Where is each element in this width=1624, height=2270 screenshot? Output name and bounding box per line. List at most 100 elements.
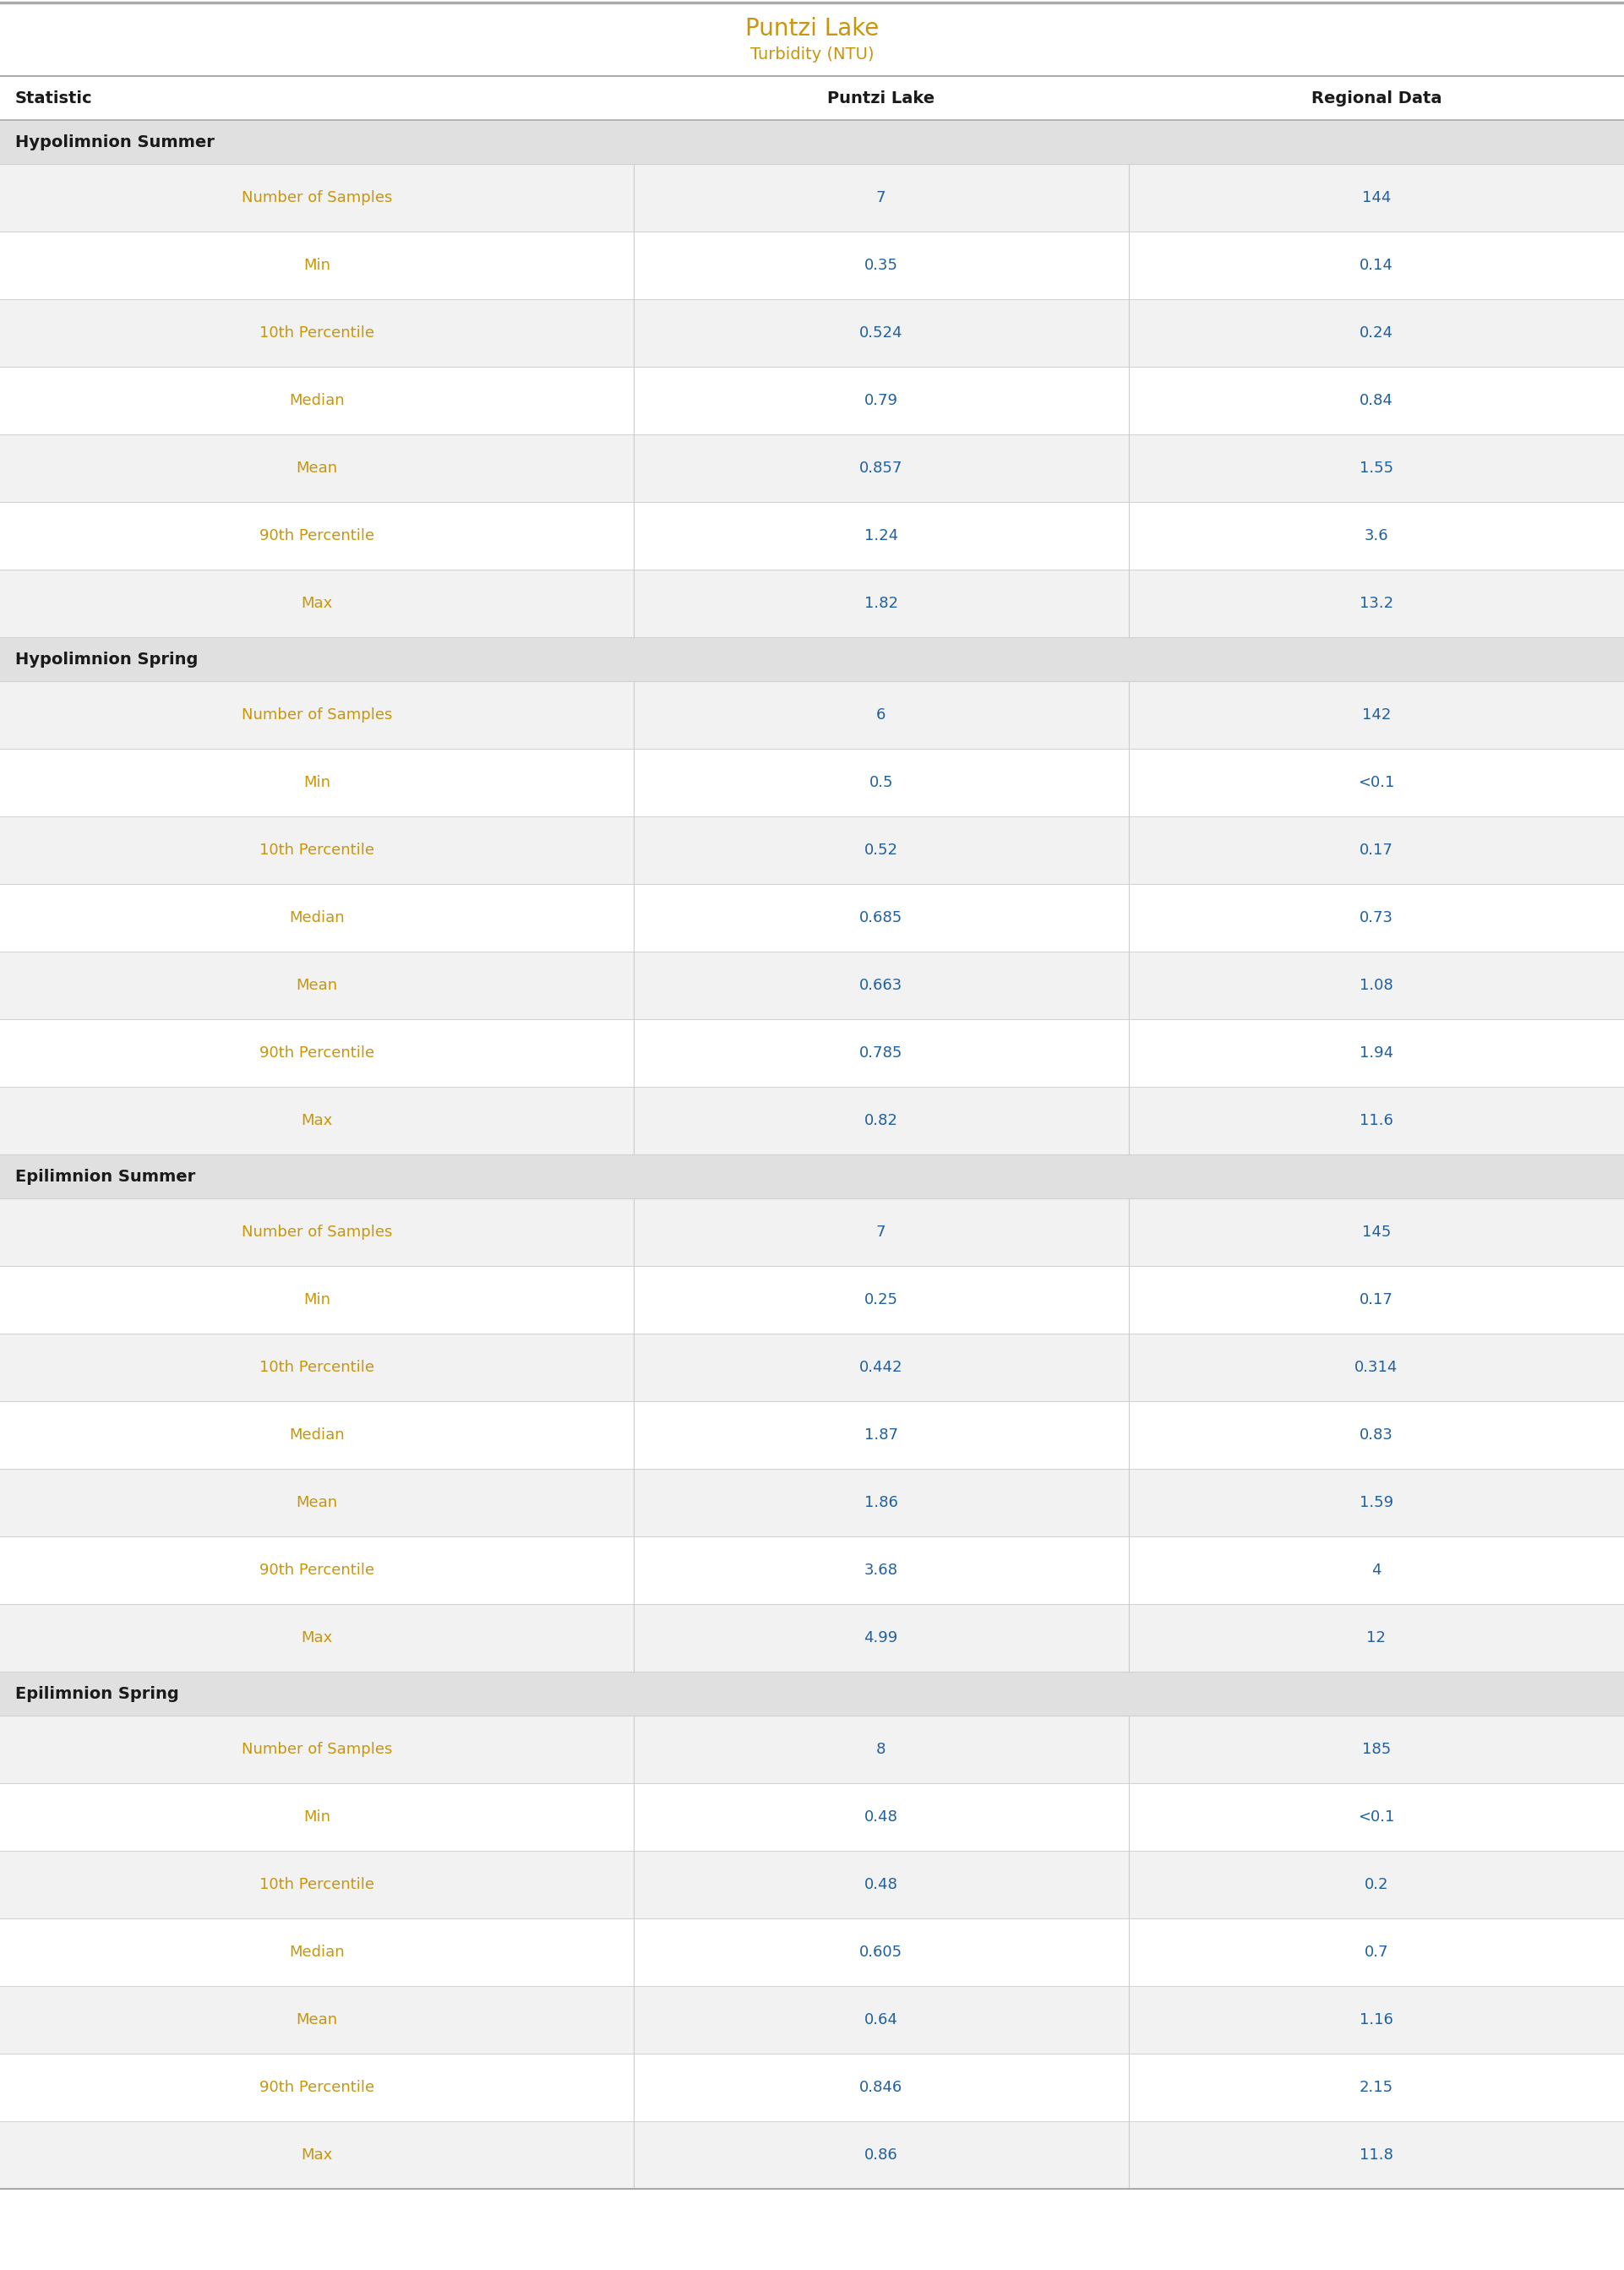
Text: 11.6: 11.6	[1359, 1112, 1393, 1128]
Text: 1.59: 1.59	[1359, 1496, 1393, 1510]
Text: Min: Min	[304, 1809, 330, 1825]
Bar	[0, 1605, 1624, 1671]
Text: 0.524: 0.524	[859, 325, 903, 340]
Text: 142: 142	[1363, 708, 1390, 722]
Bar	[0, 232, 1624, 300]
Text: 0.79: 0.79	[864, 393, 898, 409]
Bar	[0, 1537, 1624, 1605]
Bar	[0, 883, 1624, 951]
Text: Median: Median	[289, 1945, 344, 1959]
Text: Min: Min	[304, 259, 330, 272]
Text: Mean: Mean	[296, 978, 338, 992]
Text: 0.685: 0.685	[859, 910, 903, 926]
Bar	[0, 1469, 1624, 1537]
Text: 10th Percentile: 10th Percentile	[260, 1877, 374, 1893]
Text: 0.35: 0.35	[864, 259, 898, 272]
Text: Number of Samples: Number of Samples	[242, 191, 391, 204]
Text: 1.08: 1.08	[1359, 978, 1393, 992]
Text: 0.24: 0.24	[1359, 325, 1393, 340]
Text: Mean: Mean	[296, 1496, 338, 1510]
Bar	[0, 1986, 1624, 2054]
Text: Mean: Mean	[296, 461, 338, 477]
Text: Median: Median	[289, 1428, 344, 1444]
Text: Number of Samples: Number of Samples	[242, 1741, 391, 1757]
Text: 144: 144	[1363, 191, 1390, 204]
Text: 3.68: 3.68	[864, 1562, 898, 1578]
Bar	[0, 502, 1624, 570]
Text: Median: Median	[289, 910, 344, 926]
Text: 0.442: 0.442	[859, 1360, 903, 1376]
Text: 90th Percentile: 90th Percentile	[260, 529, 374, 543]
Text: 0.52: 0.52	[864, 842, 898, 858]
Text: Puntzi Lake: Puntzi Lake	[827, 91, 935, 107]
Bar	[0, 1019, 1624, 1087]
Text: 2.15: 2.15	[1359, 2079, 1393, 2095]
Text: 0.48: 0.48	[864, 1809, 898, 1825]
Text: 90th Percentile: 90th Percentile	[260, 2079, 374, 2095]
Text: 4: 4	[1372, 1562, 1380, 1578]
Bar	[0, 570, 1624, 638]
Bar	[0, 1087, 1624, 1155]
Text: 13.2: 13.2	[1359, 595, 1393, 611]
Text: 0.83: 0.83	[1359, 1428, 1393, 1444]
Bar	[0, 681, 1624, 749]
Text: Max: Max	[300, 2147, 333, 2163]
Text: 1.16: 1.16	[1359, 2011, 1393, 2027]
Text: Puntzi Lake: Puntzi Lake	[745, 18, 879, 41]
Text: <0.1: <0.1	[1358, 1809, 1395, 1825]
Text: 0.2: 0.2	[1364, 1877, 1389, 1893]
Text: Max: Max	[300, 595, 333, 611]
Bar	[0, 368, 1624, 434]
Bar	[0, 817, 1624, 883]
Bar	[0, 1850, 1624, 1918]
Text: Hypolimnion Spring: Hypolimnion Spring	[15, 651, 198, 667]
Text: 0.73: 0.73	[1359, 910, 1393, 926]
Bar	[0, 1716, 1624, 1784]
Text: 0.25: 0.25	[864, 1292, 898, 1308]
Bar	[0, 434, 1624, 502]
Text: Mean: Mean	[296, 2011, 338, 2027]
Text: 0.785: 0.785	[859, 1046, 903, 1060]
Text: Hypolimnion Summer: Hypolimnion Summer	[15, 134, 214, 150]
Bar	[0, 163, 1624, 232]
Bar	[0, 1784, 1624, 1850]
Text: 90th Percentile: 90th Percentile	[260, 1562, 374, 1578]
Text: Min: Min	[304, 1292, 330, 1308]
Text: 0.14: 0.14	[1359, 259, 1393, 272]
Text: 10th Percentile: 10th Percentile	[260, 842, 374, 858]
Text: 10th Percentile: 10th Percentile	[260, 325, 374, 340]
Text: 3.6: 3.6	[1364, 529, 1389, 543]
Bar	[0, 0, 1624, 77]
Text: 0.663: 0.663	[859, 978, 903, 992]
Text: Min: Min	[304, 774, 330, 790]
Text: 7: 7	[877, 191, 885, 204]
Text: Max: Max	[300, 1112, 333, 1128]
Bar	[0, 951, 1624, 1019]
Text: 185: 185	[1363, 1741, 1390, 1757]
Text: Turbidity (NTU): Turbidity (NTU)	[750, 48, 874, 64]
Text: 0.48: 0.48	[864, 1877, 898, 1893]
Text: 0.7: 0.7	[1364, 1945, 1389, 1959]
Text: 1.94: 1.94	[1359, 1046, 1393, 1060]
Text: 145: 145	[1363, 1224, 1390, 1239]
Text: 12: 12	[1367, 1630, 1385, 1646]
Bar	[0, 1267, 1624, 1332]
Text: 10th Percentile: 10th Percentile	[260, 1360, 374, 1376]
Text: 1.24: 1.24	[864, 529, 898, 543]
Text: 0.17: 0.17	[1359, 842, 1393, 858]
Text: 11.8: 11.8	[1359, 2147, 1393, 2163]
Text: Median: Median	[289, 393, 344, 409]
Text: 0.82: 0.82	[864, 1112, 898, 1128]
Text: 0.84: 0.84	[1359, 393, 1393, 409]
Bar	[0, 749, 1624, 817]
Bar	[0, 2120, 1624, 2188]
Text: 0.846: 0.846	[859, 2079, 903, 2095]
Text: Epilimnion Spring: Epilimnion Spring	[15, 1687, 179, 1702]
Text: <0.1: <0.1	[1358, 774, 1395, 790]
Bar	[0, 1918, 1624, 1986]
Text: 0.605: 0.605	[859, 1945, 903, 1959]
Text: Epilimnion Summer: Epilimnion Summer	[15, 1169, 195, 1185]
Text: Max: Max	[300, 1630, 333, 1646]
Text: 0.857: 0.857	[859, 461, 903, 477]
Bar	[0, 77, 1624, 120]
